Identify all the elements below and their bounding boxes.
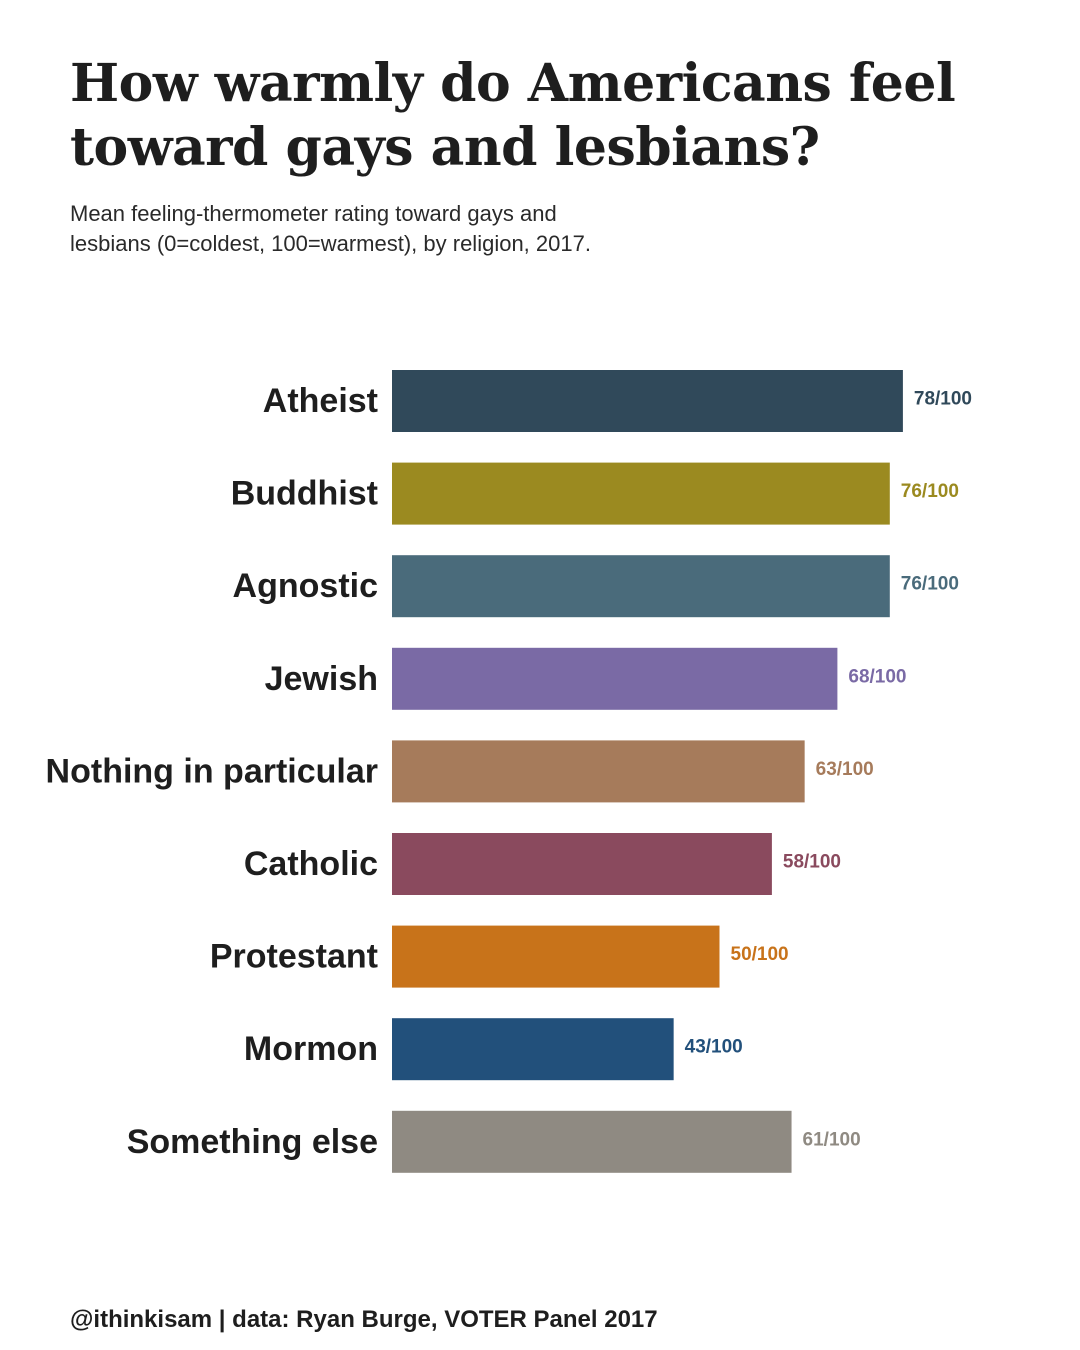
category-label-protestant: Protestant <box>210 938 378 976</box>
value-label-atheist: 78/100 <box>914 389 972 410</box>
chart-subtitle: Mean feeling-thermometer rating toward g… <box>70 199 770 259</box>
category-label-catholic: Catholic <box>244 845 378 883</box>
bar-protestant <box>392 925 720 988</box>
value-label-something-else: 61/100 <box>803 1129 861 1150</box>
bar-mormon <box>392 1018 674 1081</box>
category-label-buddhist: Buddhist <box>231 475 378 513</box>
value-label-jewish: 68/100 <box>848 666 906 687</box>
value-label-mormon: 43/100 <box>685 1037 743 1058</box>
category-label-nothing-in-particular: Nothing in particular <box>46 752 378 790</box>
category-label-jewish: Jewish <box>265 660 378 698</box>
bar-catholic <box>392 833 772 895</box>
category-label-atheist: Atheist <box>263 382 378 420</box>
bar-agnostic <box>392 555 890 618</box>
value-label-buddhist: 76/100 <box>901 481 959 502</box>
bar-buddhist <box>392 462 890 525</box>
chart-title-line-1: How warmly do Americans feel <box>70 53 956 114</box>
bar-something-else <box>392 1110 792 1173</box>
bar-atheist <box>392 370 903 432</box>
category-label-something-else: Something else <box>127 1123 378 1161</box>
value-label-protestant: 50/100 <box>731 944 789 965</box>
chart-title-line-2: toward gays and lesbians? <box>70 117 820 178</box>
value-label-agnostic: 76/100 <box>901 574 959 595</box>
bar-nothing-in-particular <box>392 740 805 803</box>
chart-subtitle-line-1: Mean feeling-thermometer rating toward g… <box>70 201 557 226</box>
chart-title: How warmly do Americans feel toward gays… <box>70 52 1010 180</box>
category-label-mormon: Mormon <box>244 1030 378 1068</box>
bar-jewish <box>392 647 838 710</box>
source-credit: @ithinkisam | data: Ryan Burge, VOTER Pa… <box>70 1306 658 1333</box>
chart-subtitle-line-2: lesbians (0=coldest, 100=warmest), by re… <box>70 231 591 256</box>
category-label-agnostic: Agnostic <box>233 567 378 605</box>
value-label-nothing-in-particular: 63/100 <box>816 759 874 780</box>
value-label-catholic: 58/100 <box>783 852 841 873</box>
